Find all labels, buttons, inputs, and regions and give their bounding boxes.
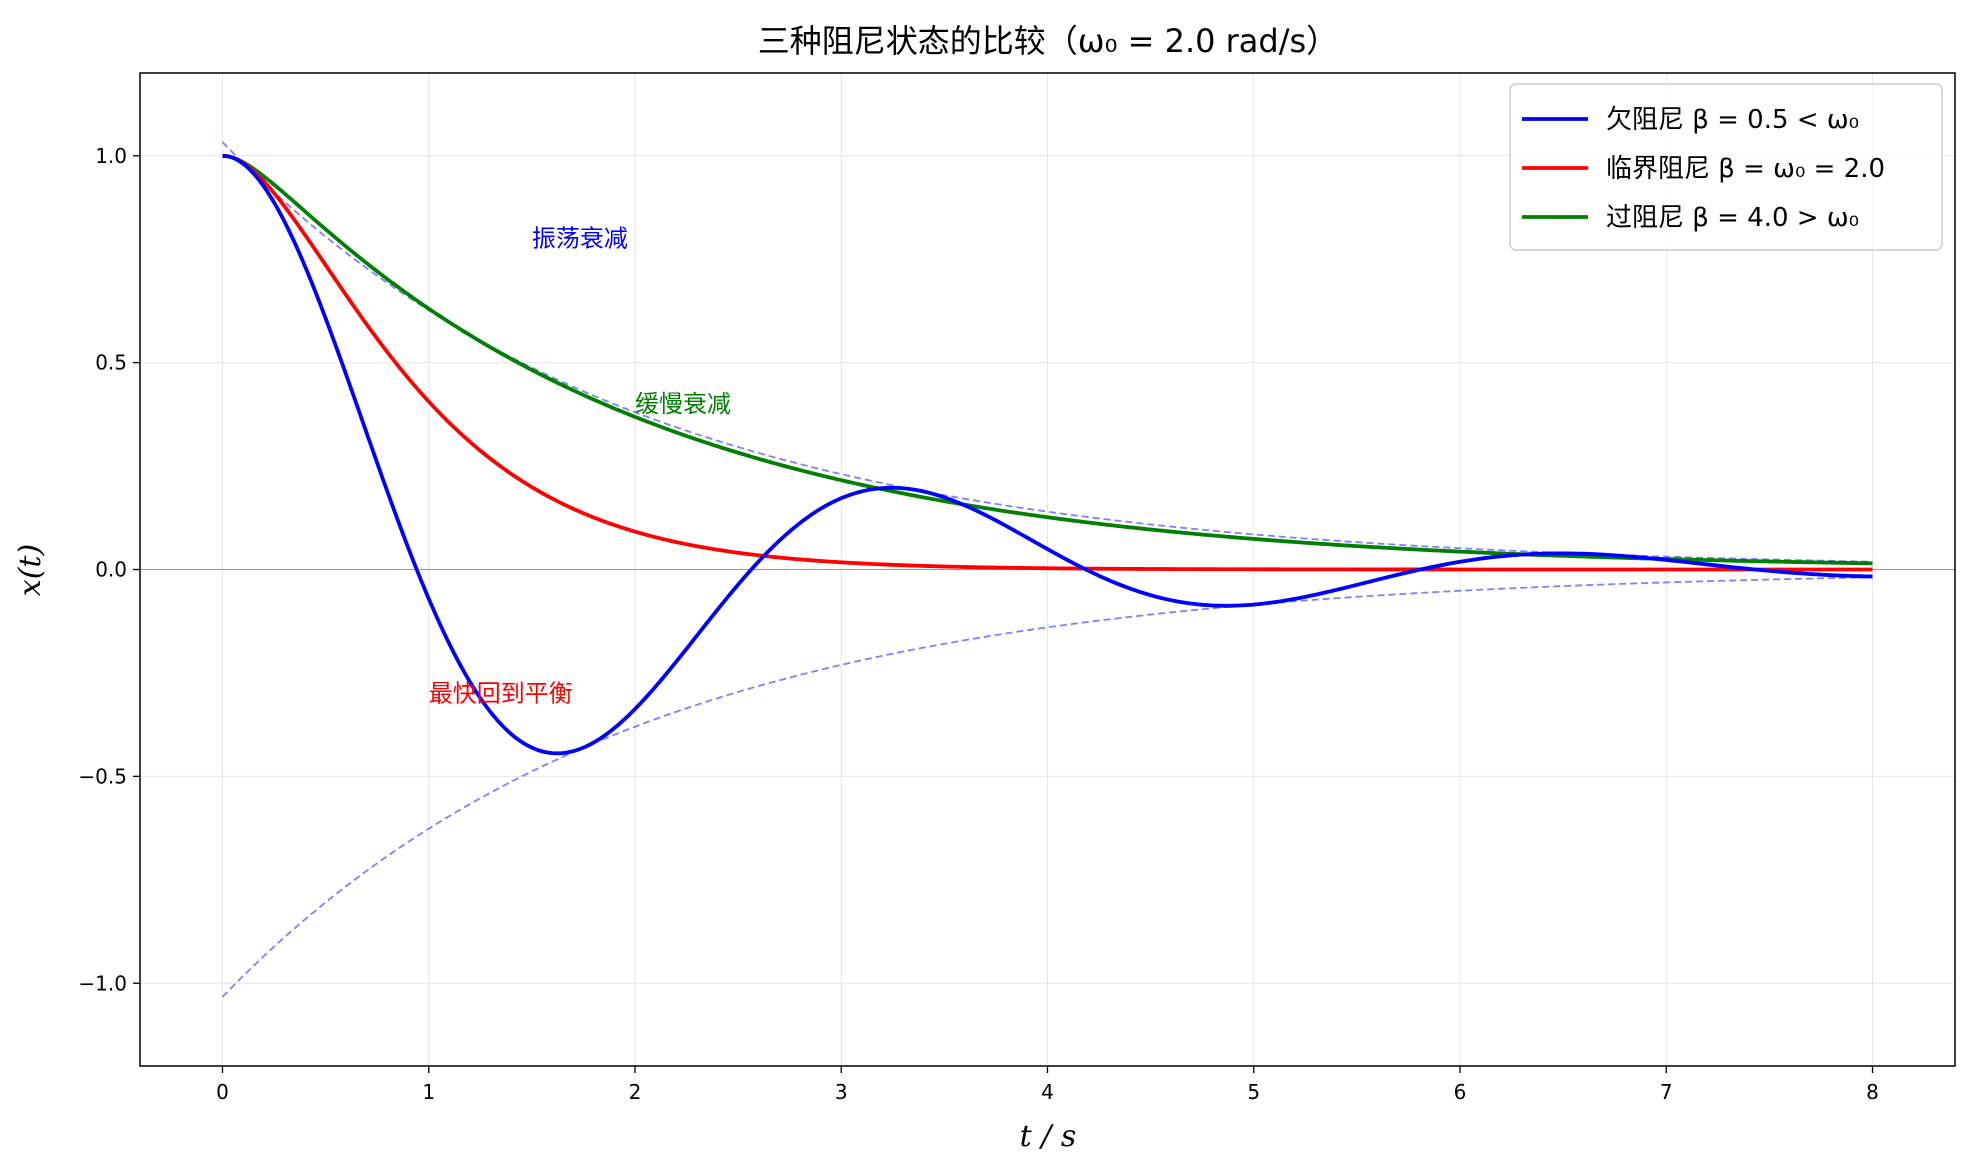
series-line-critical <box>222 153 1873 572</box>
x-axis-label: t / s <box>1020 1119 1077 1154</box>
x-axis-ticks: 0 1 2 3 4 5 6 7 8 <box>216 1066 1879 1104</box>
legend-box <box>1509 83 1943 251</box>
y-tick-label: 0.0 <box>95 558 127 582</box>
y-tick-label: −0.5 <box>78 764 127 788</box>
annotation-2: 最快回到平衡 <box>429 680 573 708</box>
x-tick-label: 6 <box>1454 1080 1467 1104</box>
legend-label-under: 欠阻尼 β = 0.5 < ω₀ <box>1606 105 1859 135</box>
x-tick-label: 0 <box>216 1080 229 1104</box>
y-tick-label: 0.5 <box>95 351 127 375</box>
x-tick-label: 8 <box>1866 1080 1879 1104</box>
legend: 欠阻尼 β = 0.5 < ω₀ 临界阻尼 β = ω₀ = 2.0 过阻尼 β =… <box>1509 83 1943 251</box>
series-line-under <box>222 153 1873 756</box>
legend-label-over: 过阻尼 β = 4.0 > ω₀ <box>1606 203 1859 233</box>
annotation-0: 振荡衰减 <box>532 225 628 253</box>
x-tick-label: 1 <box>422 1080 435 1104</box>
x-tick-label: 3 <box>835 1080 848 1104</box>
y-tick-label: 1.0 <box>95 144 127 168</box>
series-line-over <box>222 153 1873 566</box>
x-tick-label: 4 <box>1041 1080 1054 1104</box>
lower-envelope-line <box>221 576 1873 998</box>
annotation-1: 缓慢衰减 <box>635 390 731 418</box>
y-axis-ticks: −1.0 −0.5 0.0 0.5 1.0 <box>78 144 140 995</box>
legend-label-critical: 临界阻尼 β = ω₀ = 2.0 <box>1606 154 1885 184</box>
x-tick-label: 2 <box>629 1080 642 1104</box>
y-axis-label: x(t) <box>13 544 48 596</box>
chart-title: 三种阻尼状态的比较（ω₀ = 2.0 rad/s） <box>758 22 1338 60</box>
y-tick-label: −1.0 <box>78 971 127 995</box>
x-tick-label: 5 <box>1247 1080 1260 1104</box>
series-lines <box>222 153 1873 756</box>
x-tick-label: 7 <box>1660 1080 1673 1104</box>
